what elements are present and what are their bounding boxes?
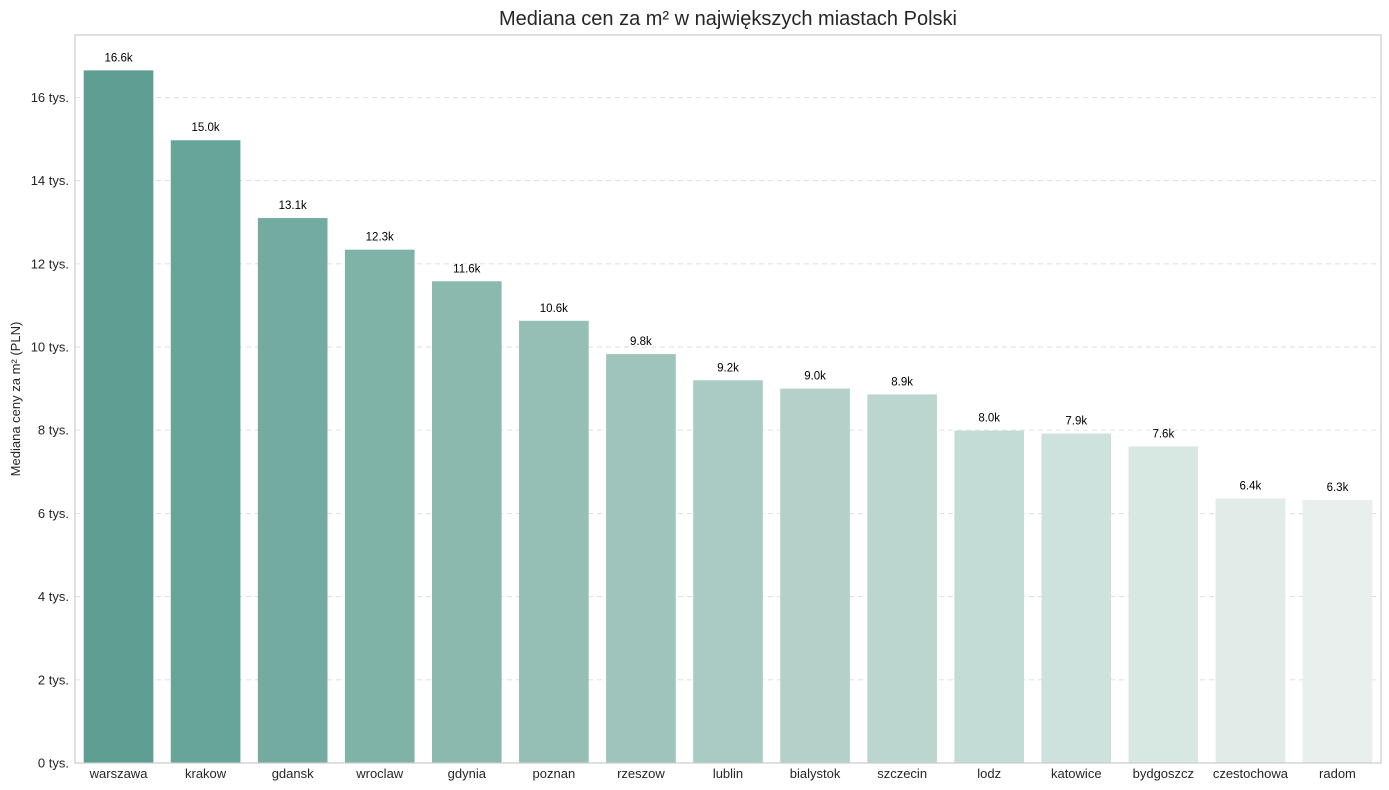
chart-title: Mediana cen za m² w największych miastac… [499,8,957,30]
bar-lublin [693,380,763,763]
data-label-radom: 6.3k [1327,482,1349,494]
plot-frame [74,34,1382,764]
bar-krakow [170,140,241,764]
x-tick-label-szczecin: szczecin [877,766,927,781]
data-label-poznan: 10.6k [540,303,568,315]
x-tick-label-bydgoszcz: bydgoszcz [1133,766,1194,781]
y-tick-label: 6 tys. [38,506,69,521]
data-label-bialystok: 9.0k [804,371,826,383]
bar-radom [1302,500,1373,763]
bar-gdansk [257,218,328,764]
data-label-krakow: 15.0k [192,122,220,134]
x-tick-label-wroclaw: wroclaw [355,766,404,781]
data-label-czestochowa: 6.4k [1240,480,1262,492]
data-label-rzeszow: 9.8k [630,336,652,348]
data-label-bydgoszcz: 7.6k [1152,428,1174,440]
bar-czestochowa [1215,498,1286,763]
data-label-gdynia: 11.6k [453,263,481,275]
bar-szczecin [867,394,937,763]
y-tick-label: 8 tys. [38,423,69,438]
data-label-wroclaw: 12.3k [366,232,394,244]
bar-katowice [1041,433,1112,763]
x-tick-label-rzeszow: rzeszow [617,766,665,781]
x-tick-label-czestochowa: czestochowa [1213,766,1289,781]
x-tick-label-lodz: lodz [977,766,1001,781]
data-label-szczecin: 8.9k [891,376,913,388]
bar-bialystok [780,388,850,763]
data-label-lublin: 9.2k [717,362,739,374]
x-tick-label-warszawa: warszawa [89,766,149,781]
x-tick-label-gdynia: gdynia [448,766,487,781]
data-labels-layer: 16.6k 15.0k 13.1k 12.3k 11.6k 10.6k 9.8k 9.2k 9.… [104,52,1348,494]
x-tick-label-bialystok: bialystok [790,766,841,781]
bar-rzeszow [606,354,676,763]
data-label-lodz: 8.0k [978,413,1000,425]
y-tick-label: 16 tys. [31,90,69,105]
y-tick-label: 12 tys. [31,256,69,271]
data-label-gdansk: 13.1k [279,200,307,212]
bar-poznan [519,320,589,763]
bar-warszawa [83,70,154,764]
y-tick-label: 0 tys. [38,756,69,771]
data-label-katowice: 7.9k [1065,416,1087,428]
bars-layer [83,70,1373,764]
x-tick-label-krakow: krakow [185,766,227,781]
bar-gdynia [431,281,502,763]
x-tick-label-lublin: lublin [713,766,743,781]
y-tick-labels: 0 tys. 2 tys. 4 tys. 6 tys. 8 tys. 10 tys. 12 … [31,90,69,771]
y-tick-label: 10 tys. [31,340,69,355]
y-tick-label: 2 tys. [38,672,69,687]
x-tick-label-poznan: poznan [533,766,576,781]
y-axis-label: Mediana ceny za m² (PLN) [8,322,23,477]
x-tick-labels: warszawa krakow gdansk wroclaw gdynia poznan r… [89,766,1356,781]
y-tick-label: 14 tys. [31,173,69,188]
y-tick-label: 4 tys. [38,589,69,604]
data-label-warszawa: 16.6k [104,52,132,64]
bar-wroclaw [344,249,415,763]
bar-lodz [954,430,1025,763]
x-tick-label-katowice: katowice [1051,766,1102,781]
bar-bydgoszcz [1128,446,1199,763]
x-tick-label-radom: radom [1319,766,1356,781]
x-tick-label-gdansk: gdansk [272,766,314,781]
